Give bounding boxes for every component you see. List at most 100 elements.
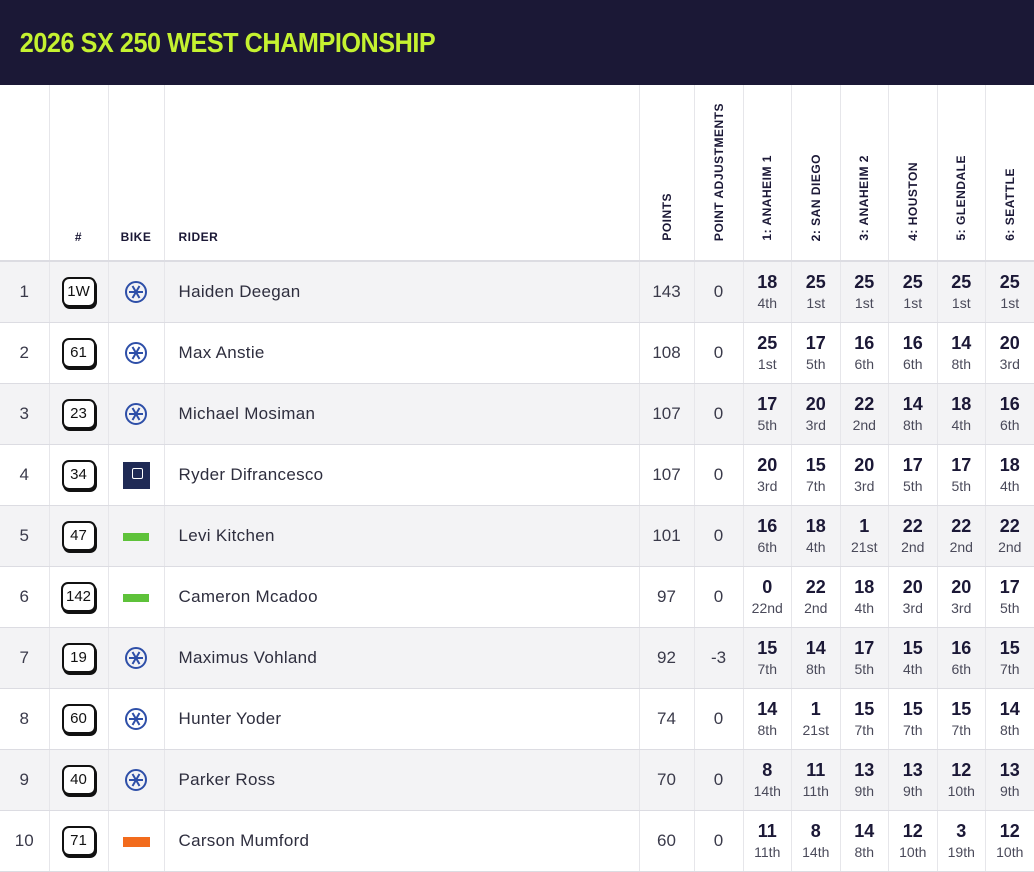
adjustment-cell: 0: [694, 567, 743, 628]
rider-name[interactable]: Max Anstie: [164, 323, 639, 384]
race-place: 8th: [792, 659, 840, 679]
number-cell: 1W: [49, 261, 108, 323]
rider-name[interactable]: Cameron Mcadoo: [164, 567, 639, 628]
header-bike[interactable]: BIKE: [108, 85, 164, 261]
header-points[interactable]: POINTS: [639, 85, 694, 261]
race-place: 6th: [986, 415, 1034, 435]
race-points: 15: [986, 637, 1034, 659]
race-points: 17: [744, 393, 792, 415]
race-points: 17: [792, 332, 840, 354]
yamaha-icon: [125, 281, 147, 303]
header-number[interactable]: #: [49, 85, 108, 261]
race-place: 4th: [986, 476, 1034, 496]
rider-name[interactable]: Maximus Vohland: [164, 628, 639, 689]
position-cell: 1: [0, 261, 49, 323]
rider-name[interactable]: Ryder Difrancesco: [164, 445, 639, 506]
header-race-4[interactable]: 4: HOUSTON: [889, 85, 938, 261]
number-cell: 142: [49, 567, 108, 628]
rider-name[interactable]: Carson Mumford: [164, 811, 639, 872]
number-cell: 61: [49, 323, 108, 384]
race-points: 8: [792, 820, 840, 842]
race-points: 18: [792, 515, 840, 537]
bike-cell: [108, 811, 164, 872]
points-cell: 107: [639, 445, 694, 506]
race-points: 14: [744, 698, 792, 720]
adjustment-cell: -3: [694, 628, 743, 689]
header-rider[interactable]: RIDER: [164, 85, 639, 261]
race-points: 16: [938, 637, 986, 659]
race-points: 14: [841, 820, 889, 842]
race-place: 9th: [889, 781, 937, 801]
number-cell: 34: [49, 445, 108, 506]
adjustment-cell: 0: [694, 384, 743, 445]
race-place: 5th: [792, 354, 840, 374]
race-place: 8th: [744, 720, 792, 740]
bike-cell: [108, 750, 164, 811]
rider-name[interactable]: Levi Kitchen: [164, 506, 639, 567]
bike-cell: [108, 261, 164, 323]
race-place: 3rd: [792, 415, 840, 435]
position-cell: 2: [0, 323, 49, 384]
header-position: [0, 85, 49, 261]
adjustment-cell: 0: [694, 261, 743, 323]
race-place: 4th: [744, 293, 792, 313]
race-points: 14: [938, 332, 986, 354]
race-place: 9th: [986, 781, 1034, 801]
race-place: 7th: [792, 476, 840, 496]
race-points: 18: [744, 271, 792, 293]
number-plate: 34: [62, 460, 96, 490]
race-place: 11th: [792, 781, 840, 801]
adjustment-cell: 0: [694, 445, 743, 506]
number-cell: 40: [49, 750, 108, 811]
race-place: 2nd: [889, 537, 937, 557]
race-points: 25: [889, 271, 937, 293]
points-cell: 101: [639, 506, 694, 567]
adjustment-cell: 0: [694, 506, 743, 567]
rider-name[interactable]: Parker Ross: [164, 750, 639, 811]
rider-name[interactable]: Hunter Yoder: [164, 689, 639, 750]
race-points: 14: [986, 698, 1034, 720]
header-race-2[interactable]: 2: SAN DIEGO: [792, 85, 841, 261]
race-points: 17: [986, 576, 1034, 598]
header-race-6[interactable]: 6: SEATTLE: [986, 85, 1034, 261]
race-points: 15: [841, 698, 889, 720]
header-race-1[interactable]: 1: ANAHEIM 1: [743, 85, 792, 261]
points-cell: 107: [639, 384, 694, 445]
number-plate: 61: [62, 338, 96, 368]
position-cell: 4: [0, 445, 49, 506]
number-plate: 47: [62, 521, 96, 551]
points-cell: 60: [639, 811, 694, 872]
rider-name[interactable]: Haiden Deegan: [164, 261, 639, 323]
yamaha-icon: [125, 647, 147, 669]
header-point-adjustments[interactable]: POINT ADJUSTMENTS: [694, 85, 743, 261]
adjustment-cell: 0: [694, 811, 743, 872]
rider-name[interactable]: Michael Mosiman: [164, 384, 639, 445]
header-race-5[interactable]: 5: GLENDALE: [937, 85, 986, 261]
number-cell: 19: [49, 628, 108, 689]
race-place: 3rd: [938, 598, 986, 618]
number-cell: 23: [49, 384, 108, 445]
header-race-3[interactable]: 3: ANAHEIM 2: [840, 85, 889, 261]
